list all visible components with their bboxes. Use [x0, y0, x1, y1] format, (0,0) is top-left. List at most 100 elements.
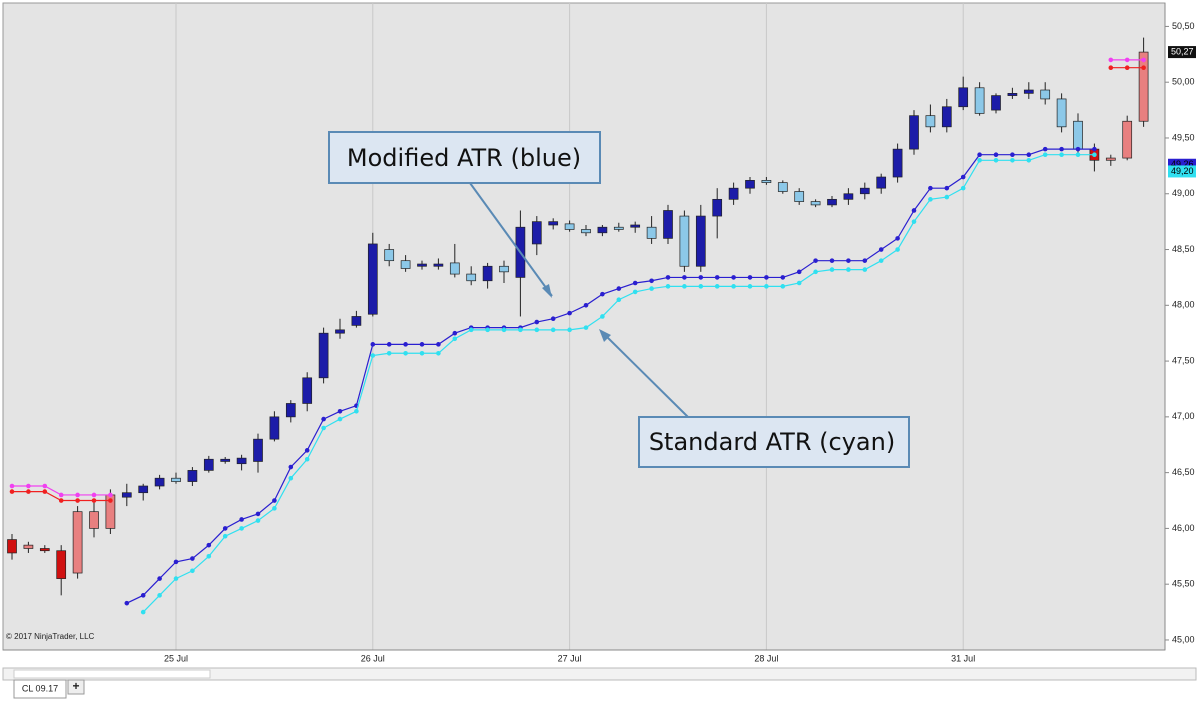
stop-dot	[649, 278, 654, 284]
candle-body	[712, 198, 723, 217]
stop-dot	[419, 350, 425, 356]
stop-dot	[846, 258, 851, 263]
scrollbar[interactable]	[2, 667, 1197, 681]
price-label-box	[1168, 165, 1196, 178]
arrow-head	[542, 284, 552, 298]
candle-body	[991, 95, 1001, 111]
stop-dot	[1059, 146, 1064, 152]
candle-body	[367, 243, 378, 315]
candle-body	[1105, 157, 1116, 161]
price-label: 49,26	[1171, 159, 1194, 169]
stop-dot	[419, 342, 425, 347]
stop-dot	[1108, 65, 1114, 70]
candle-body	[7, 539, 17, 554]
stop-dot	[1092, 146, 1097, 152]
annotation: Standard ATR (cyan)	[649, 428, 895, 456]
stop-dot	[370, 353, 376, 358]
y-tick-label: 50,50	[1172, 21, 1195, 31]
candle-body	[154, 477, 165, 487]
candle-body	[810, 201, 821, 206]
candle-body	[761, 180, 772, 183]
stop-dot	[58, 492, 64, 498]
stop-dot	[682, 284, 687, 289]
y-tick-label: 45,00	[1172, 634, 1195, 644]
stop-dot	[928, 185, 933, 191]
stop-dot	[1075, 152, 1081, 158]
candle-body	[138, 485, 149, 494]
stop-dot	[796, 269, 802, 275]
stop-dot	[944, 185, 950, 191]
candle-body	[531, 221, 542, 245]
stop-dot	[665, 275, 671, 280]
stop-line	[126, 148, 1095, 604]
stop-dot	[780, 275, 786, 280]
candle-body	[351, 316, 362, 326]
candle-body	[400, 260, 411, 269]
stop-dot	[829, 258, 835, 263]
candle-body	[613, 226, 624, 230]
candle-body	[974, 87, 985, 114]
candle-body	[121, 492, 132, 498]
stop-dot	[534, 319, 540, 325]
stop-dot	[9, 489, 15, 494]
stop-dot	[370, 342, 376, 347]
stop-dot	[632, 280, 638, 286]
candle-body	[433, 263, 444, 267]
x-tick-label: 27 Jul	[558, 653, 582, 663]
candle-body	[745, 180, 755, 189]
stop-dot	[993, 152, 999, 158]
stop-dot	[665, 284, 671, 289]
candle-body	[679, 215, 690, 267]
tab-label[interactable]: CL 09.17	[22, 683, 58, 693]
stop-dot	[846, 267, 851, 272]
y-tick-label: 45,50	[1172, 579, 1195, 589]
candle-body	[89, 511, 99, 529]
candle-body	[335, 329, 345, 334]
candle-body	[646, 226, 657, 239]
y-tick-label: 47,00	[1172, 411, 1195, 421]
candle-body	[302, 377, 313, 404]
stop-dot	[485, 327, 490, 333]
stop-dot	[1124, 57, 1130, 63]
stop-dot	[747, 275, 753, 280]
stop-dot	[632, 289, 638, 295]
candle-body	[23, 544, 34, 549]
candle-body	[39, 548, 50, 552]
stop-dot	[1108, 57, 1114, 63]
stop-dot	[42, 489, 48, 494]
candle-body	[285, 403, 296, 418]
stop-dot	[567, 327, 572, 333]
stop-dot	[1059, 152, 1064, 158]
stop-dot	[140, 609, 146, 615]
candle-body	[909, 115, 919, 150]
stop-dot	[239, 517, 244, 522]
stop-dot	[108, 492, 113, 498]
tab-add[interactable]	[67, 679, 85, 695]
stop-dot	[206, 542, 212, 548]
stop-dot	[140, 593, 146, 598]
stop-dot	[58, 498, 64, 503]
stop-dot	[895, 247, 900, 252]
candle-body	[581, 229, 591, 234]
candle-body	[56, 550, 67, 579]
stop-dot	[616, 286, 622, 291]
candle-body	[958, 87, 969, 108]
tab-add-label[interactable]: +	[72, 679, 79, 693]
stop-dot	[272, 506, 277, 511]
stop-dot	[436, 350, 441, 356]
scroll-thumb[interactable]	[13, 669, 211, 679]
candle-body	[925, 115, 936, 128]
candle-body	[171, 477, 181, 482]
candle-body	[384, 249, 395, 262]
stop-dot	[337, 416, 343, 422]
stop-dot	[600, 291, 605, 297]
candle-body	[466, 273, 477, 282]
stop-dot	[157, 593, 162, 598]
candle-body	[1122, 120, 1133, 159]
stop-dot	[567, 310, 572, 316]
tab[interactable]	[13, 679, 67, 699]
stop-dot	[157, 576, 162, 581]
stop-dot	[1092, 152, 1097, 158]
stop-dot	[452, 336, 458, 342]
